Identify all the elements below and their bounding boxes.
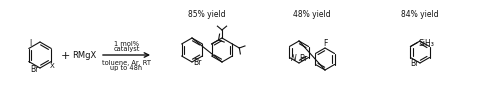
- Text: RMgX: RMgX: [72, 51, 96, 60]
- Text: 85% yield: 85% yield: [188, 10, 226, 19]
- Text: SiH₃: SiH₃: [419, 39, 434, 48]
- Text: 84% yield: 84% yield: [401, 10, 439, 19]
- Text: Br: Br: [299, 54, 308, 62]
- Text: Br: Br: [31, 64, 39, 73]
- Text: up to 48h: up to 48h: [110, 64, 143, 70]
- Text: F: F: [323, 39, 327, 48]
- Text: N: N: [290, 54, 296, 62]
- Text: Br: Br: [193, 57, 202, 66]
- Text: I: I: [30, 39, 32, 48]
- Text: 1 mol%: 1 mol%: [114, 41, 139, 47]
- Text: toluene, Ar, RT: toluene, Ar, RT: [102, 59, 151, 65]
- Text: X: X: [50, 63, 55, 69]
- Text: +: +: [60, 51, 70, 60]
- Text: catalyst: catalyst: [113, 46, 140, 52]
- Text: 48% yield: 48% yield: [293, 10, 331, 19]
- Text: Br: Br: [410, 59, 419, 68]
